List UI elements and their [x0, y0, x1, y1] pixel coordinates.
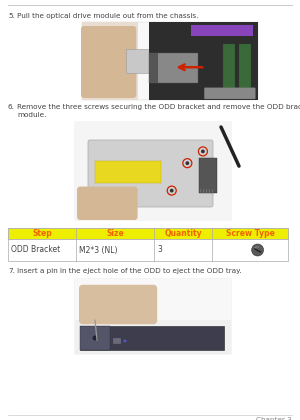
- Bar: [126, 49, 152, 73]
- Bar: [80, 326, 110, 350]
- Bar: [82, 22, 258, 100]
- Bar: [75, 122, 231, 220]
- Text: Quantity: Quantity: [164, 229, 202, 238]
- Text: Chapter 3: Chapter 3: [256, 417, 292, 420]
- Bar: [113, 338, 121, 344]
- Bar: [75, 122, 231, 220]
- Bar: [80, 326, 224, 350]
- Bar: [82, 22, 138, 100]
- Circle shape: [124, 339, 127, 342]
- Bar: [8, 228, 288, 239]
- Bar: [95, 161, 160, 183]
- FancyBboxPatch shape: [79, 285, 157, 324]
- Bar: [149, 53, 158, 83]
- Bar: [238, 44, 251, 91]
- FancyBboxPatch shape: [77, 186, 138, 220]
- Text: Remove the three screws securing the ODD bracket and remove the ODD bracket from: Remove the three screws securing the ODD…: [17, 104, 300, 118]
- Bar: [223, 44, 235, 91]
- Text: 5.: 5.: [8, 13, 15, 19]
- Circle shape: [186, 162, 188, 164]
- FancyBboxPatch shape: [204, 88, 256, 99]
- FancyBboxPatch shape: [81, 26, 136, 98]
- Text: Pull the optical drive module out from the chassis.: Pull the optical drive module out from t…: [17, 13, 198, 19]
- Text: Insert a pin in the eject hole of the ODD to eject the ODD tray.: Insert a pin in the eject hole of the OD…: [17, 268, 242, 274]
- Bar: [149, 53, 198, 83]
- FancyBboxPatch shape: [88, 140, 213, 207]
- Text: 7.: 7.: [8, 268, 15, 274]
- Text: Size: Size: [106, 229, 124, 238]
- Bar: [75, 279, 231, 354]
- Text: M2*3 (NL): M2*3 (NL): [79, 246, 118, 255]
- Text: Screw Type: Screw Type: [226, 229, 274, 238]
- Text: 6.: 6.: [8, 104, 15, 110]
- Text: 3: 3: [157, 246, 162, 255]
- Text: Step: Step: [32, 229, 52, 238]
- Bar: [75, 279, 231, 320]
- Bar: [149, 22, 258, 100]
- Circle shape: [252, 244, 264, 256]
- Bar: [191, 25, 253, 36]
- Bar: [8, 239, 288, 261]
- Circle shape: [92, 336, 98, 341]
- Bar: [75, 279, 231, 354]
- Bar: [199, 158, 217, 192]
- Circle shape: [170, 189, 173, 192]
- Text: - -: - -: [8, 417, 15, 420]
- Text: ODD Bracket: ODD Bracket: [11, 246, 60, 255]
- Circle shape: [202, 150, 204, 152]
